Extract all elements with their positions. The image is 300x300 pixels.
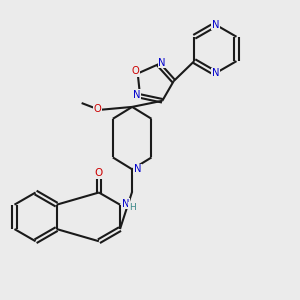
Text: N: N (212, 68, 219, 78)
Text: N: N (158, 58, 166, 68)
Text: O: O (95, 168, 103, 178)
Text: O: O (94, 104, 102, 114)
Text: N: N (212, 20, 219, 30)
Text: O: O (131, 66, 139, 76)
Text: H: H (129, 202, 136, 211)
Text: N: N (133, 90, 140, 100)
Text: N: N (134, 164, 141, 174)
Text: N: N (122, 199, 129, 209)
